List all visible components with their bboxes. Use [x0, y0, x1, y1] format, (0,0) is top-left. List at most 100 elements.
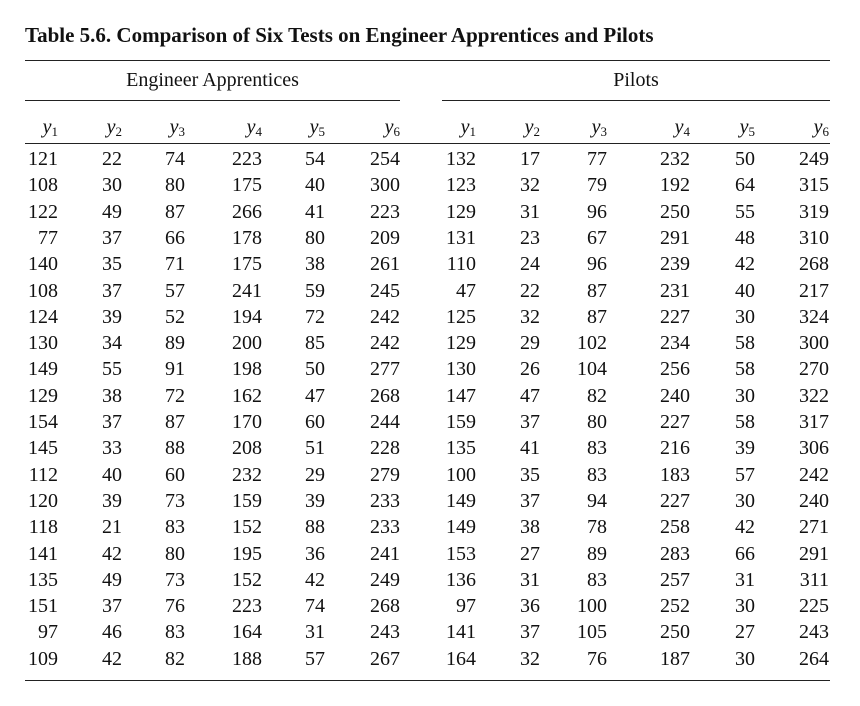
table-cell: 89: [165, 332, 185, 355]
table-cell: 110: [446, 253, 476, 276]
bottom-rule: [25, 680, 830, 681]
table-cell: 76: [165, 595, 185, 618]
table-cell: 266: [232, 200, 262, 223]
table-cell: 40: [305, 174, 325, 197]
table-cell: 30: [102, 174, 122, 197]
table-cell: 152: [232, 568, 262, 591]
group-label-engineer-apprentices: Engineer Apprentices: [126, 69, 299, 91]
table-cell: 27: [735, 621, 755, 644]
table-cell: 37: [520, 489, 540, 512]
column-header-pilots-y2: y2: [500, 116, 540, 140]
table-cell: 124: [28, 305, 58, 328]
table-cell: 80: [165, 174, 185, 197]
column-header-var: y: [460, 116, 470, 138]
table-cell: 58: [735, 411, 755, 433]
table-cell: 27: [520, 542, 540, 565]
table-cell: 178: [232, 226, 262, 249]
column-header-apprentices-y3: y3: [145, 116, 185, 140]
header-rule: [25, 143, 830, 144]
column-header-apprentices-y5: y5: [285, 116, 325, 140]
table-cell: 228: [370, 437, 400, 460]
table-cell: 105: [577, 621, 607, 644]
table-cell: 242: [370, 305, 400, 328]
table-cell: 240: [799, 489, 829, 512]
table-cell: 29: [520, 332, 540, 355]
column-header-subscript: 5: [318, 124, 326, 139]
table-cell: 100: [446, 463, 476, 486]
table-cell: 198: [232, 358, 262, 381]
table-cell: 245: [370, 279, 400, 302]
table-cell: 244: [370, 411, 400, 433]
table-cell: 83: [587, 463, 607, 486]
table-cell: 31: [520, 568, 540, 591]
table-cell: 46: [102, 621, 122, 644]
table-cell: 153: [446, 542, 476, 565]
table-cell: 209: [370, 226, 400, 249]
table-cell: 135: [28, 568, 58, 591]
table-cell: 322: [799, 384, 829, 407]
table-cell: 97: [456, 595, 476, 618]
column-header-subscript: 1: [51, 124, 59, 139]
table-cell: 87: [587, 279, 607, 302]
table-cell: 23: [520, 226, 540, 249]
table-cell: 242: [799, 463, 829, 486]
column-header-pilots-y1: y1: [436, 116, 476, 140]
table-cell: 31: [735, 568, 755, 591]
table-cell: 300: [370, 174, 400, 197]
table-cell: 50: [735, 148, 755, 170]
table-cell: 159: [232, 489, 262, 512]
table-cell: 83: [587, 568, 607, 591]
table-cell: 80: [165, 542, 185, 565]
column-header-var: y: [739, 116, 749, 138]
column-header-subscript: 2: [115, 124, 123, 139]
table-cell: 37: [102, 226, 122, 249]
group-rule-engineer-apprentices: [25, 100, 400, 101]
table-cell: 149: [446, 489, 476, 512]
table-cell: 200: [232, 332, 262, 355]
table-cell: 80: [305, 226, 325, 249]
column-header-subscript: 5: [748, 124, 756, 139]
table-cell: 97: [38, 621, 58, 644]
table-cell: 72: [165, 384, 185, 407]
table-cell: 227: [660, 411, 690, 433]
table-cell: 121: [28, 148, 58, 170]
table-cell: 39: [102, 489, 122, 512]
table-cell: 223: [370, 200, 400, 223]
table-cell: 57: [165, 279, 185, 302]
table-cell: 74: [305, 595, 325, 618]
table-cell: 130: [446, 358, 476, 381]
table-cell: 32: [520, 174, 540, 197]
table-cell: 51: [305, 437, 325, 460]
table-cell: 88: [165, 437, 185, 460]
table-cell: 118: [28, 516, 58, 539]
column-header-subscript: 1: [469, 124, 477, 139]
table-cell: 34: [102, 332, 122, 355]
table-cell: 141: [446, 621, 476, 644]
table-cell: 35: [102, 253, 122, 276]
table-cell: 30: [735, 305, 755, 328]
table-cell: 35: [520, 463, 540, 486]
table-cell: 74: [165, 148, 185, 170]
table-cell: 250: [660, 200, 690, 223]
table-cell: 270: [799, 358, 829, 381]
table-cell: 109: [28, 647, 58, 670]
table-cell: 149: [446, 516, 476, 539]
table-cell: 175: [232, 174, 262, 197]
table-cell: 123: [446, 174, 476, 197]
table-cell: 47: [305, 384, 325, 407]
table-cell: 264: [799, 647, 829, 670]
table-cell: 77: [38, 226, 58, 249]
table-cell: 108: [28, 174, 58, 197]
column-header-var: y: [384, 116, 394, 138]
table-cell: 187: [660, 647, 690, 670]
table-cell: 87: [165, 200, 185, 223]
table-cell: 38: [102, 384, 122, 407]
table-cell: 232: [660, 148, 690, 170]
table-cell: 30: [735, 489, 755, 512]
table-cell: 87: [165, 411, 185, 433]
table-cell: 60: [165, 463, 185, 486]
table-cell: 47: [520, 384, 540, 407]
table-cell: 283: [660, 542, 690, 565]
table-cell: 188: [232, 647, 262, 670]
table-cell: 77: [587, 148, 607, 170]
